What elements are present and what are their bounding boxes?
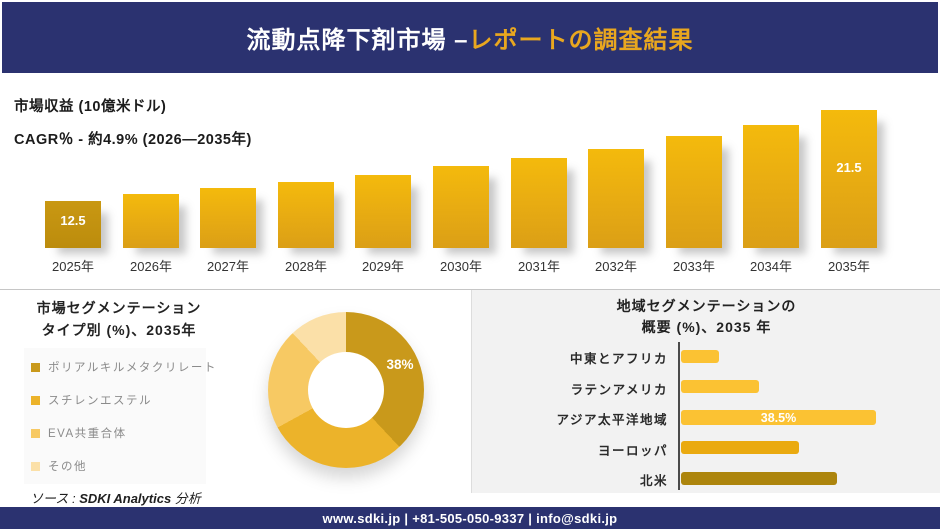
x-axis-label: 2027年 bbox=[207, 259, 249, 274]
legend-item-2: スチレンエステル bbox=[31, 390, 217, 410]
region-segmentation-section: 地域セグメンテーションの 概要 (%)、2035 年 中東とアフリカ ラテンアメリ… bbox=[471, 290, 940, 493]
legend-label: スチレンエステル bbox=[48, 395, 152, 407]
page-title-report: レポートの調査結果 bbox=[468, 27, 694, 54]
revenue-bar-2027年 bbox=[200, 188, 256, 248]
region-value-label: 38.5% bbox=[760, 410, 797, 425]
contact-info: www.sdki.jp | +81-505-050-9337 | info@sd… bbox=[322, 510, 618, 526]
region-bar-アジア太平洋地域: 38.5% bbox=[681, 410, 876, 425]
page-title: 流動点降下剤市場 –レポートの調査結果 bbox=[246, 20, 693, 55]
region-bar-北米 bbox=[681, 472, 837, 485]
region-bar-ラテンアメリカ bbox=[681, 380, 759, 393]
legend-item-3: EVA共重合体 bbox=[31, 423, 217, 443]
legend-label: ポリアルキルメタクリレート bbox=[48, 362, 217, 374]
legend-item-1: ポリアルキルメタクリレート bbox=[31, 357, 217, 377]
region-bar-ヨーロッパ bbox=[681, 441, 799, 454]
revenue-metric-label: 市場収益 (10億米ドル) bbox=[14, 99, 167, 115]
section-divider bbox=[0, 289, 940, 290]
legend-label: その他 bbox=[48, 461, 87, 473]
revenue-bar-2033年 bbox=[666, 136, 722, 248]
type-legend-panel bbox=[24, 348, 206, 484]
x-axis-label: 2035年 bbox=[828, 259, 870, 274]
x-axis-label: 2030年 bbox=[440, 259, 482, 274]
revenue-bar-2026年 bbox=[123, 194, 179, 248]
region-label-ラテンアメリカ: ラテンアメリカ bbox=[570, 383, 668, 397]
region-label-ヨーロッパ: ヨーロッパ bbox=[597, 444, 668, 458]
legend-swatch bbox=[31, 461, 40, 471]
revenue-bar-2030年 bbox=[433, 166, 489, 248]
revenue-bar-2035年: 21.5 bbox=[821, 110, 877, 248]
type-segmentation-subtitle: タイプ別 (%)、2035年 bbox=[41, 322, 197, 338]
source-name: SDKI Analytics bbox=[79, 491, 172, 506]
type-legend: ポリアルキルメタクリレート スチレンエステル EVA共重合体 その他 bbox=[31, 357, 217, 476]
x-axis-label: 2026年 bbox=[130, 259, 172, 274]
x-axis-label: 2028年 bbox=[285, 259, 327, 274]
revenue-bar-2034年 bbox=[743, 125, 799, 248]
legend-label: EVA共重合体 bbox=[48, 428, 127, 440]
revenue-bar-2028年 bbox=[278, 182, 334, 248]
report-title-bar: 流動点降下剤市場 –レポートの調査結果 bbox=[2, 2, 938, 73]
region-label-アジア太平洋地域: アジア太平洋地域 bbox=[556, 413, 668, 427]
type-donut-chart: 38% bbox=[268, 312, 424, 468]
x-axis-label: 2031年 bbox=[518, 259, 560, 274]
revenue-value-label: 12.5 bbox=[60, 213, 86, 228]
source-note: ソース : SDKI Analytics 分析 bbox=[30, 488, 201, 507]
x-axis-label: 2032年 bbox=[595, 259, 637, 274]
legend-swatch bbox=[31, 395, 40, 405]
legend-swatch bbox=[31, 428, 40, 438]
revenue-bar-2031年 bbox=[511, 158, 567, 248]
x-axis-label: 2034年 bbox=[750, 259, 792, 274]
revenue-bar-2032年 bbox=[588, 149, 644, 248]
source-suffix: 分析 bbox=[171, 491, 201, 506]
region-label-北米: 北米 bbox=[639, 474, 668, 488]
legend-swatch bbox=[31, 362, 40, 372]
page-title-market: 流動点降下剤市場 – bbox=[246, 27, 469, 54]
revenue-bar-2029年 bbox=[355, 175, 411, 248]
x-axis-label: 2025年 bbox=[52, 259, 94, 274]
legend-item-4: その他 bbox=[31, 456, 217, 476]
region-segmentation-title: 地域セグメンテーションの bbox=[616, 298, 797, 314]
region-chart-axis bbox=[678, 342, 680, 490]
revenue-bar-2025年: 12.5 bbox=[45, 201, 101, 248]
revenue-value-label: 21.5 bbox=[836, 160, 862, 175]
x-axis-label: 2029年 bbox=[362, 259, 404, 274]
x-axis-label: 2033年 bbox=[673, 259, 715, 274]
source-prefix: ソース : bbox=[30, 491, 80, 506]
region-segmentation-subtitle: 概要 (%)、2035 年 bbox=[641, 319, 772, 335]
donut-share-label: 38% bbox=[386, 357, 414, 372]
region-bar-中東とアフリカ bbox=[681, 350, 719, 363]
cagr-label: CAGR％ - 約4.9% (2026―2035年) bbox=[14, 132, 252, 148]
type-segmentation-title: 市場セグメンテーション bbox=[36, 300, 202, 316]
region-label-中東とアフリカ: 中東とアフリカ bbox=[569, 352, 668, 366]
contact-footer-bar: www.sdki.jp | +81-505-050-9337 | info@sd… bbox=[0, 507, 940, 529]
